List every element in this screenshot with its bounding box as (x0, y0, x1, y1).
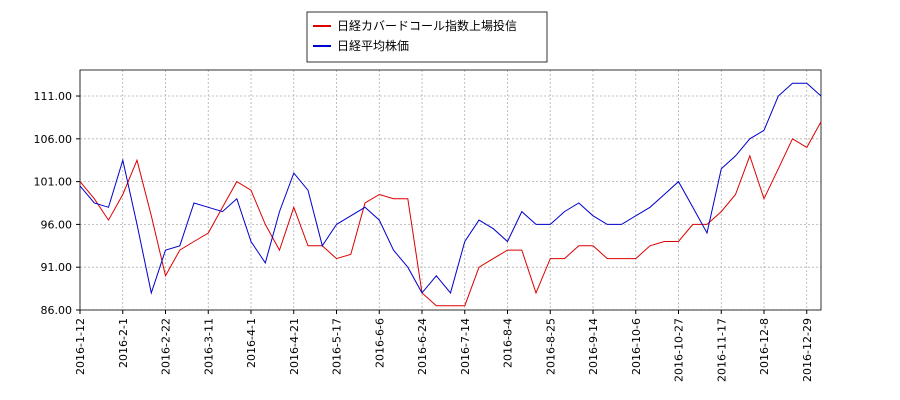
x-tick-label: 2016-3-11 (202, 318, 215, 375)
series-line (79, 121, 822, 307)
plot-frame (79, 69, 822, 311)
x-tick-label: 2016-11-17 (715, 318, 728, 382)
x-tick-label: 2016-1-12 (74, 318, 87, 375)
x-tick-label: 2016-8-4 (502, 318, 515, 368)
y-tick-label: 106.00 (34, 133, 73, 146)
legend-label: 日経カバードコール指数上場投信 (337, 18, 517, 33)
y-tick-label: 86.00 (41, 304, 73, 317)
legend-label: 日経平均株価 (337, 38, 409, 53)
x-tick-label: 2016-12-8 (758, 318, 771, 375)
y-tick-label: 111.00 (34, 90, 73, 103)
x-tick-label: 2016-10-27 (673, 318, 686, 382)
x-tick-label: 2016-6-24 (416, 318, 429, 375)
x-tick-label: 2016-6-6 (373, 318, 386, 368)
x-tick-label: 2016-12-29 (801, 318, 814, 382)
x-tick-label: 2016-7-14 (459, 318, 472, 375)
x-tick-label: 2016-10-6 (630, 318, 643, 375)
x-tick-label: 2016-9-14 (587, 318, 600, 375)
y-tick-label: 91.00 (41, 261, 73, 274)
x-tick-label: 2016-8-25 (544, 318, 557, 375)
x-tick-label: 2016-2-1 (117, 318, 130, 368)
legend-box (306, 11, 548, 63)
x-tick-label: 2016-5-17 (331, 318, 344, 375)
y-tick-label: 101.00 (34, 176, 73, 189)
x-tick-label: 2016-4-21 (288, 318, 301, 375)
x-tick-label: 2016-4-1 (245, 318, 258, 368)
x-tick-label: 2016-2-22 (160, 318, 173, 375)
series-line (79, 82, 822, 295)
y-tick-label: 96.00 (41, 218, 73, 231)
